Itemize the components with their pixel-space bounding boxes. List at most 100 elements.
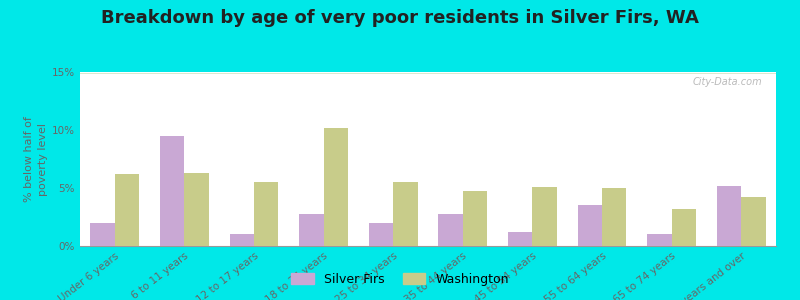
Bar <box>80 73 776 74</box>
Bar <box>80 72 776 73</box>
Bar <box>80 72 776 73</box>
Bar <box>80 72 776 73</box>
Bar <box>80 73 776 74</box>
Bar <box>80 72 776 73</box>
Bar <box>80 73 776 74</box>
Bar <box>80 72 776 73</box>
Bar <box>80 73 776 74</box>
Bar <box>80 72 776 73</box>
Bar <box>80 72 776 73</box>
Bar <box>80 73 776 74</box>
Bar <box>80 72 776 73</box>
Bar <box>80 73 776 74</box>
Bar <box>80 73 776 74</box>
Bar <box>80 73 776 74</box>
Bar <box>80 72 776 73</box>
Bar <box>80 72 776 73</box>
Bar <box>80 72 776 73</box>
Bar <box>80 73 776 74</box>
Bar <box>80 73 776 74</box>
Bar <box>80 73 776 74</box>
Bar <box>80 72 776 73</box>
Bar <box>80 73 776 74</box>
Bar <box>80 72 776 73</box>
Bar <box>80 73 776 74</box>
Bar <box>80 73 776 74</box>
Bar <box>672 209 696 246</box>
Bar <box>80 73 776 74</box>
Bar <box>578 206 602 246</box>
Bar <box>80 72 776 73</box>
Bar <box>80 73 776 74</box>
Bar <box>80 72 776 73</box>
Bar <box>80 73 776 74</box>
Bar <box>80 72 776 73</box>
Bar <box>742 197 766 246</box>
Bar <box>80 72 776 73</box>
Bar <box>80 73 776 74</box>
Bar <box>80 72 776 73</box>
Bar <box>80 72 776 73</box>
Bar <box>80 72 776 73</box>
Bar <box>80 72 776 73</box>
Bar <box>80 72 776 73</box>
Bar <box>80 73 776 74</box>
Text: Breakdown by age of very poor residents in Silver Firs, WA: Breakdown by age of very poor residents … <box>101 9 699 27</box>
Bar <box>80 72 776 73</box>
Bar <box>80 73 776 74</box>
Bar <box>80 72 776 73</box>
Bar <box>80 72 776 73</box>
Bar <box>80 72 776 73</box>
Bar <box>602 188 626 246</box>
Bar <box>80 72 776 73</box>
Bar <box>80 73 776 74</box>
Bar <box>80 72 776 73</box>
Bar <box>394 182 418 246</box>
Y-axis label: % below half of
poverty level: % below half of poverty level <box>24 116 48 202</box>
Bar <box>80 72 776 73</box>
Bar <box>80 72 776 73</box>
Bar <box>80 73 776 74</box>
Bar <box>80 72 776 73</box>
Bar <box>80 72 776 73</box>
Bar <box>80 73 776 74</box>
Bar <box>80 73 776 74</box>
Bar <box>80 73 776 74</box>
Bar <box>80 73 776 74</box>
Bar <box>80 73 776 74</box>
Bar <box>369 223 394 246</box>
Bar <box>80 72 776 73</box>
Bar <box>80 73 776 74</box>
Bar <box>80 72 776 73</box>
Bar <box>80 73 776 74</box>
Bar <box>80 72 776 73</box>
Bar <box>80 72 776 73</box>
Bar <box>160 136 185 246</box>
Bar <box>80 72 776 73</box>
Bar <box>80 72 776 73</box>
Bar <box>80 72 776 73</box>
Bar <box>80 72 776 73</box>
Bar <box>80 72 776 73</box>
Bar <box>80 73 776 74</box>
Bar <box>80 73 776 74</box>
Bar <box>80 72 776 73</box>
Bar <box>80 72 776 73</box>
Bar <box>80 73 776 74</box>
Bar <box>80 72 776 73</box>
Bar <box>80 72 776 73</box>
Bar <box>533 187 557 246</box>
Bar <box>80 73 776 74</box>
Bar <box>80 72 776 73</box>
Bar <box>80 72 776 73</box>
Bar <box>80 73 776 74</box>
Bar <box>80 72 776 73</box>
Bar <box>80 73 776 74</box>
Bar <box>80 73 776 74</box>
Bar <box>508 232 533 246</box>
Bar <box>80 72 776 73</box>
Bar <box>80 73 776 74</box>
Bar <box>80 72 776 73</box>
Bar <box>80 73 776 74</box>
Bar <box>80 73 776 74</box>
